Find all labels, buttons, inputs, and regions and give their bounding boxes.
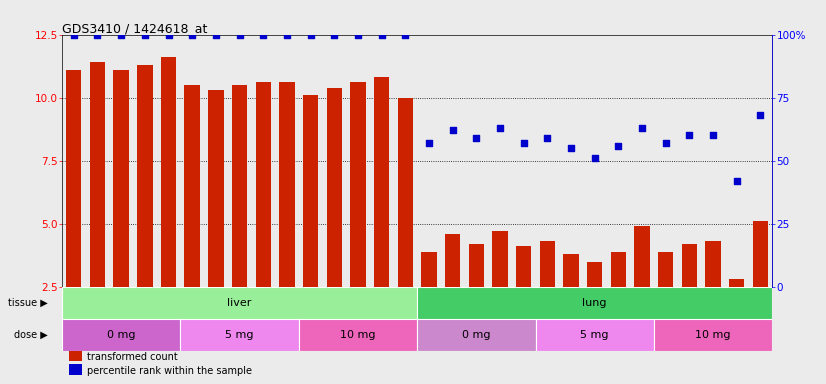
Bar: [563, 254, 579, 287]
Bar: [492, 231, 508, 287]
Point: [683, 132, 696, 139]
Bar: [208, 90, 224, 287]
Point: [91, 31, 104, 38]
Bar: [279, 83, 295, 287]
Bar: [299, 319, 417, 351]
Point: [659, 140, 672, 146]
Bar: [180, 319, 299, 351]
Point: [588, 155, 601, 161]
Text: percentile rank within the sample: percentile rank within the sample: [87, 366, 252, 376]
Point: [470, 135, 483, 141]
Bar: [539, 242, 555, 287]
Bar: [69, 364, 82, 375]
Bar: [535, 319, 654, 351]
Bar: [69, 350, 82, 361]
Bar: [587, 262, 602, 287]
Text: tissue ▶: tissue ▶: [8, 298, 48, 308]
Text: GDS3410 / 1424618_at: GDS3410 / 1424618_at: [62, 22, 207, 35]
Point: [635, 125, 648, 131]
Bar: [417, 319, 535, 351]
Point: [209, 31, 222, 38]
Point: [730, 178, 743, 184]
Text: lung: lung: [582, 298, 607, 308]
Bar: [137, 65, 153, 287]
Bar: [634, 226, 650, 287]
Text: liver: liver: [227, 298, 252, 308]
Bar: [255, 83, 271, 287]
Text: 0 mg: 0 mg: [107, 330, 135, 340]
Point: [612, 142, 625, 149]
Bar: [468, 244, 484, 287]
Bar: [681, 244, 697, 287]
Bar: [445, 234, 460, 287]
Point: [446, 127, 459, 134]
Point: [67, 31, 80, 38]
Bar: [752, 221, 768, 287]
Point: [233, 31, 246, 38]
Text: 10 mg: 10 mg: [695, 330, 731, 340]
Bar: [610, 252, 626, 287]
Bar: [303, 95, 318, 287]
Point: [422, 140, 435, 146]
Point: [754, 112, 767, 118]
Bar: [705, 242, 721, 287]
Point: [375, 31, 388, 38]
Bar: [374, 78, 389, 287]
Bar: [654, 319, 772, 351]
Bar: [658, 252, 673, 287]
Text: 0 mg: 0 mg: [462, 330, 491, 340]
Text: transformed count: transformed count: [87, 353, 178, 362]
Point: [280, 31, 293, 38]
Bar: [326, 88, 342, 287]
Bar: [350, 83, 366, 287]
Bar: [90, 62, 105, 287]
Point: [115, 31, 128, 38]
Point: [162, 31, 175, 38]
Bar: [729, 279, 744, 287]
Bar: [161, 57, 176, 287]
Point: [186, 31, 199, 38]
Point: [138, 31, 151, 38]
Bar: [397, 98, 413, 287]
Bar: [184, 85, 200, 287]
Bar: [62, 319, 180, 351]
Point: [517, 140, 530, 146]
Point: [399, 31, 412, 38]
Bar: [232, 85, 247, 287]
Point: [541, 135, 554, 141]
Point: [706, 132, 719, 139]
Text: 5 mg: 5 mg: [225, 330, 254, 340]
Text: 5 mg: 5 mg: [581, 330, 609, 340]
Text: dose ▶: dose ▶: [14, 330, 48, 340]
Bar: [62, 287, 417, 319]
Point: [257, 31, 270, 38]
Bar: [113, 70, 129, 287]
Bar: [516, 247, 531, 287]
Bar: [66, 70, 82, 287]
Point: [304, 31, 317, 38]
Point: [564, 145, 577, 151]
Bar: [417, 287, 772, 319]
Point: [328, 31, 341, 38]
Text: 10 mg: 10 mg: [340, 330, 376, 340]
Bar: [421, 252, 437, 287]
Point: [351, 31, 364, 38]
Point: [493, 125, 506, 131]
